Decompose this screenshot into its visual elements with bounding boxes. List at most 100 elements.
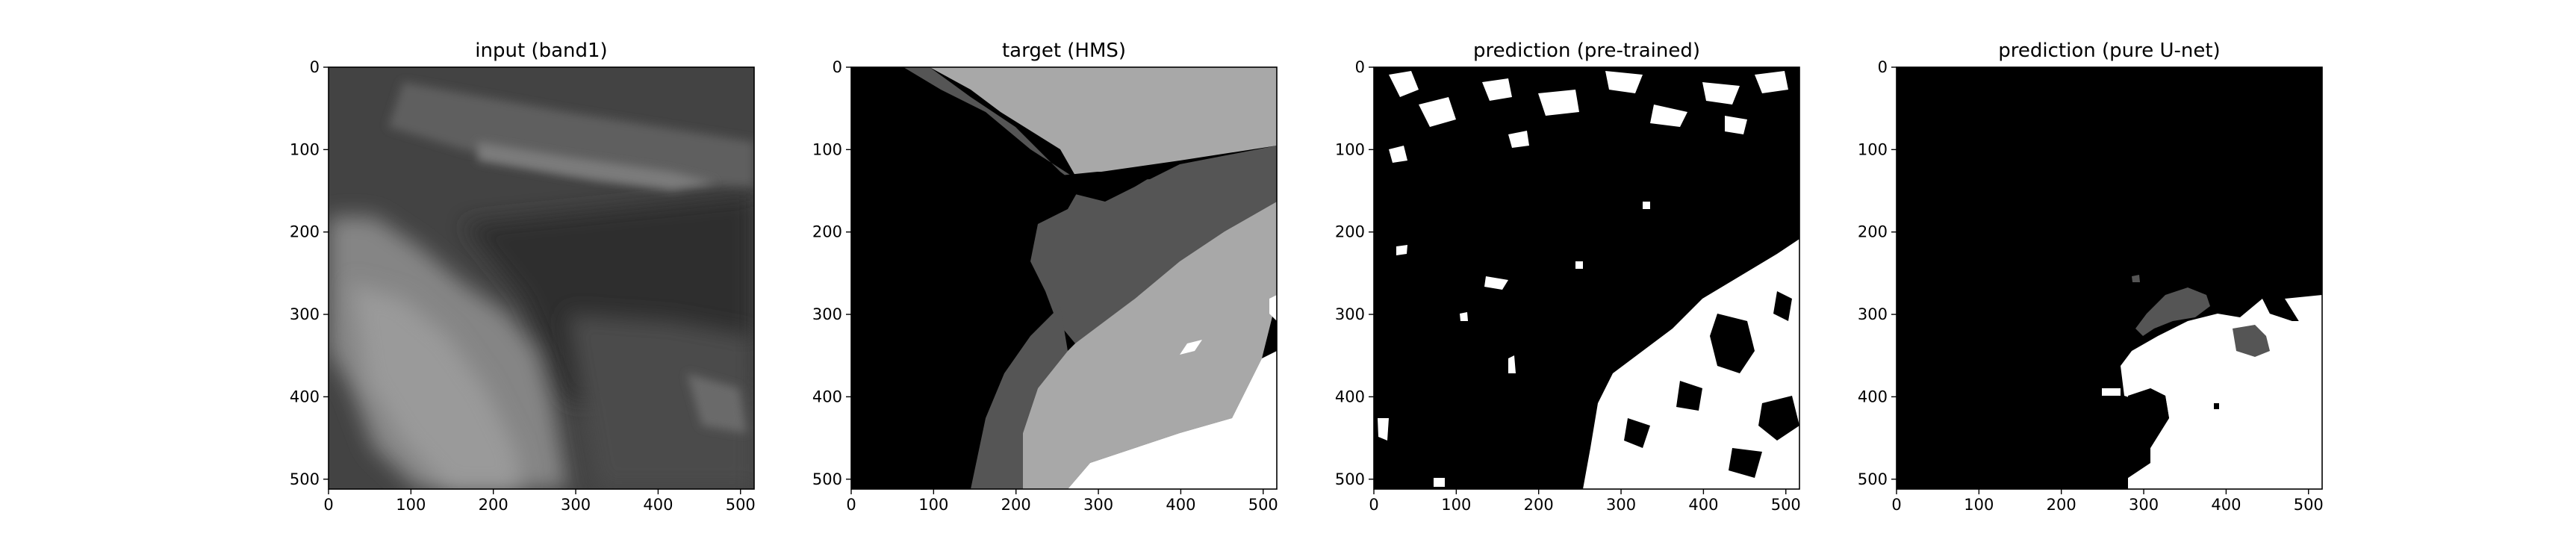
speckle-top	[1508, 131, 1529, 148]
region-white-edge	[2285, 295, 2322, 323]
hole	[1624, 418, 1650, 448]
region-white	[1068, 351, 1277, 489]
speckle-mid	[1484, 276, 1508, 290]
y-tick-label: 400	[290, 388, 320, 405]
speckle-top	[1419, 97, 1456, 127]
fragment	[2214, 403, 2219, 409]
cloud-band-bright	[478, 142, 717, 190]
y-tick-label: 100	[290, 140, 320, 158]
cloud-band	[388, 82, 754, 187]
speckle-mid	[1378, 418, 1389, 441]
prediction-mask	[1897, 67, 2322, 489]
speckle-top	[1538, 90, 1579, 116]
x-tick-label: 400	[1166, 496, 1195, 514]
region-dark-band	[903, 67, 1277, 343]
axes-frame	[850, 66, 1278, 490]
axes-frame	[1373, 66, 1800, 490]
speckle-top	[1650, 105, 1687, 127]
x-tick-label: 200	[479, 496, 508, 514]
speckle-top	[1389, 146, 1407, 163]
x-tick-label: 200	[1524, 496, 1554, 514]
panel-title: prediction (pure U-net)	[1998, 40, 2220, 62]
panel-prediction-pure-unet: prediction (pure U-net) 0 100 200 300 400 500…	[1858, 40, 2324, 514]
hole	[1729, 448, 1762, 478]
x-tick-label: 400	[1688, 496, 1718, 514]
speckle-top	[1605, 71, 1643, 93]
y-tick-label: 300	[290, 305, 320, 323]
region-dark-left	[971, 306, 1068, 489]
panel-target-hms: target (HMS) 0 100 200 300 400 50001002003004…	[812, 40, 1278, 514]
speckle-mid	[1434, 478, 1445, 487]
y-tick-label: 0	[833, 58, 842, 76]
haze	[567, 314, 754, 489]
satellite-image	[329, 67, 754, 489]
y-tick-label: 200	[1858, 223, 1888, 241]
x-tick-label: 0	[846, 496, 856, 514]
y-tick-label: 300	[1858, 305, 1888, 323]
y-tick-label: 100	[1335, 140, 1365, 158]
axes-frame	[328, 66, 755, 490]
panel-title: input (band1)	[475, 40, 607, 62]
region-light-top	[930, 67, 1277, 175]
y-tick-label: 0	[1355, 58, 1365, 76]
y-tick-label: 500	[1335, 470, 1365, 488]
cloud-cluster	[687, 373, 747, 433]
speckle-top	[1389, 71, 1419, 97]
y-tick-label: 0	[1878, 58, 1888, 76]
x-tick-label: 100	[918, 496, 948, 514]
region-white	[2121, 299, 2322, 489]
region-white-edge	[1269, 295, 1277, 321]
panel-title: prediction (pre-trained)	[1473, 40, 1700, 62]
y-tick-label: 300	[1335, 305, 1365, 323]
region-notch	[2128, 388, 2169, 478]
x-tick-label: 200	[1001, 496, 1031, 514]
y-tick-label: 400	[812, 388, 842, 405]
speckle-mid	[1575, 261, 1583, 269]
panel-prediction-pretrained: prediction (pre-trained)	[1335, 40, 1801, 514]
x-tick-label: 300	[2129, 496, 2159, 514]
panel-input-band1: input (band1) 0 100 200 300 400 5000100200300…	[290, 40, 756, 514]
speckle-mid	[1396, 245, 1407, 255]
region-black-wedge	[1060, 172, 1157, 202]
speckle-mid	[1508, 355, 1516, 373]
speckle-top	[1702, 82, 1740, 105]
x-tick-label: 0	[323, 496, 333, 514]
gray-patch	[2135, 287, 2210, 336]
x-tick-label: 100	[396, 496, 426, 514]
speckle-top	[1482, 78, 1512, 101]
prediction-mask	[1374, 67, 1799, 489]
smoke-plume-core	[351, 284, 523, 489]
x-tick-label: 500	[726, 496, 756, 514]
fragment	[2102, 388, 2121, 396]
speckle-mid	[1643, 202, 1650, 209]
y-tick-label: 200	[1335, 223, 1365, 241]
y-tick-label: 500	[290, 470, 320, 488]
y-tick-label: 400	[1858, 388, 1888, 405]
x-tick-label: 300	[561, 496, 591, 514]
x-tick-label: 0	[1369, 496, 1378, 514]
hole	[1676, 381, 1702, 411]
y-tick-label: 100	[1858, 140, 1888, 158]
hms-mask	[851, 67, 1277, 489]
x-tick-label: 200	[2047, 496, 2076, 514]
speckle-top	[1755, 71, 1788, 93]
gray-patch	[2132, 275, 2140, 282]
y-tick-label: 400	[1335, 388, 1365, 405]
panel-title: target (HMS)	[1002, 40, 1126, 62]
x-tick-label: 100	[1964, 496, 1994, 514]
x-tick-label: 500	[2294, 496, 2324, 514]
x-tick-label: 300	[1083, 496, 1113, 514]
x-tick-label: 400	[643, 496, 673, 514]
x-tick-label: 300	[1606, 496, 1636, 514]
y-tick-label: 0	[310, 58, 320, 76]
hole	[1710, 314, 1755, 373]
y-tick-label: 100	[812, 140, 842, 158]
x-tick-label: 100	[1441, 496, 1471, 514]
y-tick-label: 500	[1858, 470, 1888, 488]
hole	[1773, 291, 1792, 321]
x-tick-label: 500	[1771, 496, 1801, 514]
